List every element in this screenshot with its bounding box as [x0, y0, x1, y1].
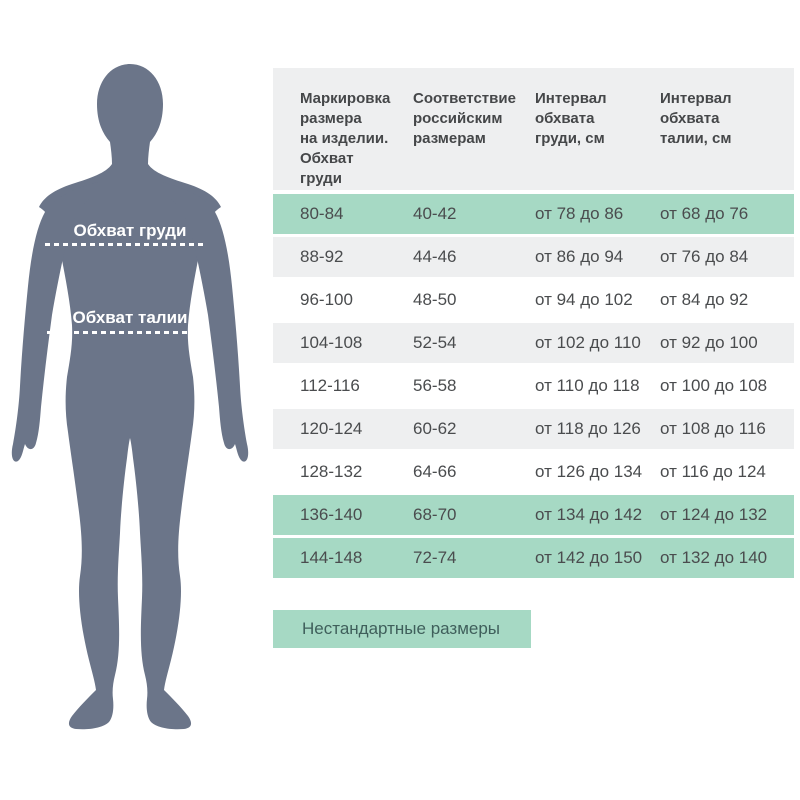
- cell-marking: 88-92: [300, 247, 344, 266]
- cell-marking: 112-116: [300, 376, 360, 395]
- table-row: 128-132 64-66 от 126 до 134 от 116 до 12…: [273, 452, 794, 492]
- column-header-marking: Маркировка размера на изделии. Обхват гр…: [300, 90, 391, 187]
- nonstandard-sizes-button[interactable]: Нестандартные размеры: [273, 610, 531, 648]
- cell-russian-size: 52-54: [413, 333, 457, 352]
- cell-waist-interval: от 108 до 116: [660, 419, 766, 438]
- cell-waist-interval: от 116 до 124: [660, 462, 766, 481]
- cell-waist-interval: от 68 до 76: [660, 204, 749, 223]
- cell-chest-interval: от 102 до 110: [535, 333, 641, 352]
- cell-marking: 136-140: [300, 505, 363, 524]
- cell-russian-size: 72-74: [413, 548, 457, 567]
- cell-chest-interval: от 86 до 94: [535, 247, 624, 266]
- cell-chest-interval: от 94 до 102: [535, 290, 633, 309]
- table-row: 120-124 60-62 от 118 до 126 от 108 до 11…: [273, 409, 794, 449]
- table-row: 80-84 40-42 от 78 до 86 от 68 до 76: [273, 194, 794, 234]
- cell-waist-interval: от 132 до 140: [660, 548, 768, 567]
- cell-chest-interval: от 142 до 150: [535, 548, 643, 567]
- table-row: 144-148 72-74 от 142 до 150 от 132 до 14…: [273, 538, 794, 578]
- cell-russian-size: 60-62: [413, 419, 457, 438]
- table-row: 112-116 56-58 от 110 до 118 от 100 до 10…: [273, 366, 794, 406]
- cell-marking: 144-148: [300, 548, 363, 567]
- figure-panel: Обхват груди Обхват талии: [0, 0, 270, 780]
- cell-marking: 80-84: [300, 204, 344, 223]
- cell-chest-interval: от 126 до 134: [535, 462, 643, 481]
- cell-waist-interval: от 76 до 84: [660, 247, 749, 266]
- cell-russian-size: 68-70: [413, 505, 457, 524]
- cell-chest-interval: от 118 до 126: [535, 419, 641, 438]
- cell-russian-size: 44-46: [413, 247, 457, 266]
- cell-russian-size: 64-66: [413, 462, 457, 481]
- cell-marking: 96-100: [300, 290, 353, 309]
- cell-russian-size: 48-50: [413, 290, 457, 309]
- cell-marking: 120-124: [300, 419, 363, 438]
- waist-girth-dashed-line: [47, 331, 203, 334]
- cell-waist-interval: от 92 до 100: [660, 333, 758, 352]
- table-row: 96-100 48-50 от 94 до 102 от 84 до 92: [273, 280, 794, 320]
- cell-chest-interval: от 110 до 118: [535, 376, 640, 395]
- cell-waist-interval: от 100 до 108: [660, 376, 768, 395]
- size-table-body: 80-84 40-42 от 78 до 86 от 68 до 76 88-9…: [273, 194, 794, 578]
- cell-russian-size: 40-42: [413, 204, 457, 223]
- cell-russian-size: 56-58: [413, 376, 457, 395]
- cell-marking: 128-132: [300, 462, 363, 481]
- size-table-header: Маркировка размера на изделии. Обхват гр…: [273, 68, 794, 190]
- cell-chest-interval: от 134 до 142: [535, 505, 643, 524]
- column-header-chest-interval: Интервал обхвата груди, см: [535, 90, 607, 147]
- table-row: 88-92 44-46 от 86 до 94 от 76 до 84: [273, 237, 794, 277]
- chest-girth-dashed-line: [45, 243, 205, 246]
- column-header-russian-size: Соответствие российским размерам: [413, 90, 516, 147]
- chest-girth-label: Обхват груди: [73, 221, 187, 240]
- male-silhouette: [11, 64, 249, 730]
- waist-girth-label: Обхват талии: [72, 308, 188, 327]
- cell-waist-interval: от 124 до 132: [660, 505, 768, 524]
- cell-waist-interval: от 84 до 92: [660, 290, 749, 309]
- size-table: Маркировка размера на изделии. Обхват гр…: [273, 68, 794, 581]
- table-row: 136-140 68-70 от 134 до 142 от 124 до 13…: [273, 495, 794, 535]
- cell-chest-interval: от 78 до 86: [535, 204, 624, 223]
- cell-marking: 104-108: [300, 333, 363, 352]
- column-header-waist-interval: Интервал обхвата талии, см: [660, 90, 732, 147]
- table-row: 104-108 52-54 от 102 до 110 от 92 до 100: [273, 323, 794, 363]
